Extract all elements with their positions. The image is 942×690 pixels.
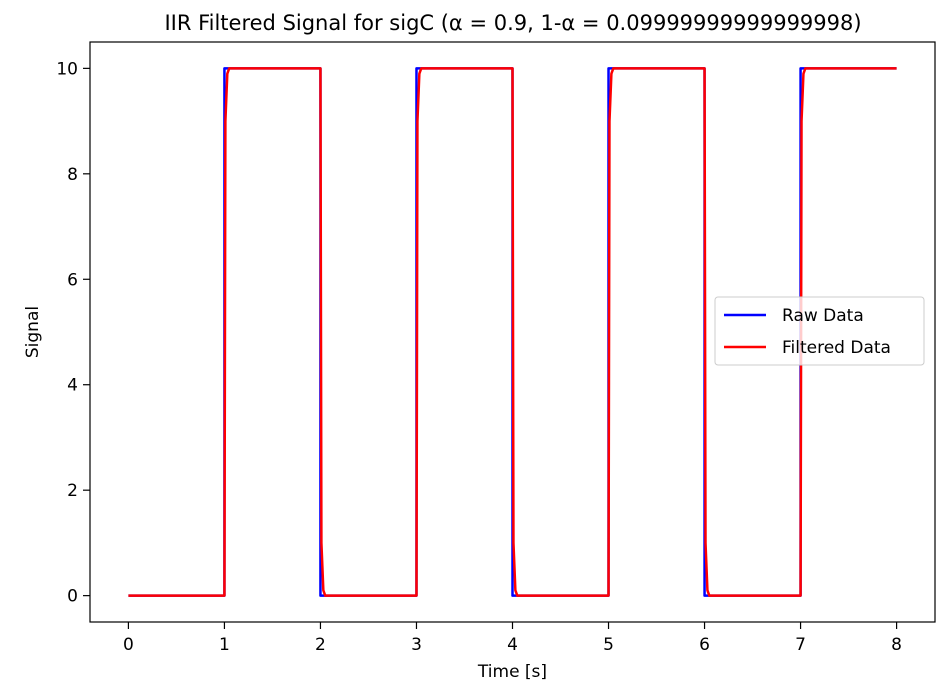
x-tick-label: 7 (795, 635, 806, 655)
series-layer (128, 67, 897, 597)
x-axis-label: Time [s] (477, 662, 547, 682)
y-tick-label: 2 (67, 481, 78, 501)
y-axis-label: Signal (23, 306, 43, 358)
x-tick-label: 5 (603, 635, 614, 655)
x-tick-label: 2 (315, 635, 326, 655)
legend: Raw Data Filtered Data (714, 296, 925, 366)
x-tick-label: 6 (699, 635, 710, 655)
chart-title: IIR Filtered Signal for sigC (α = 0.9, 1… (164, 11, 861, 35)
legend-label: Filtered Data (782, 338, 891, 358)
legend-box (714, 296, 925, 366)
y-tick-label: 10 (56, 59, 78, 79)
x-tick-label: 0 (123, 635, 134, 655)
y-axis-ticks: 0 2 4 6 8 10 (56, 59, 90, 607)
x-tick-label: 3 (411, 635, 422, 655)
y-tick-label: 8 (67, 165, 78, 185)
x-tick-label: 4 (507, 635, 518, 655)
y-tick-label: 0 (67, 587, 78, 607)
legend-label: Raw Data (782, 306, 864, 326)
series-line-filtered-data (128, 67, 897, 597)
y-tick-label: 6 (67, 270, 78, 290)
x-tick-label: 8 (891, 635, 902, 655)
x-axis-ticks: 0 1 2 3 4 5 6 7 8 (123, 622, 902, 655)
y-tick-label: 4 (67, 376, 78, 396)
x-tick-label: 1 (219, 635, 230, 655)
